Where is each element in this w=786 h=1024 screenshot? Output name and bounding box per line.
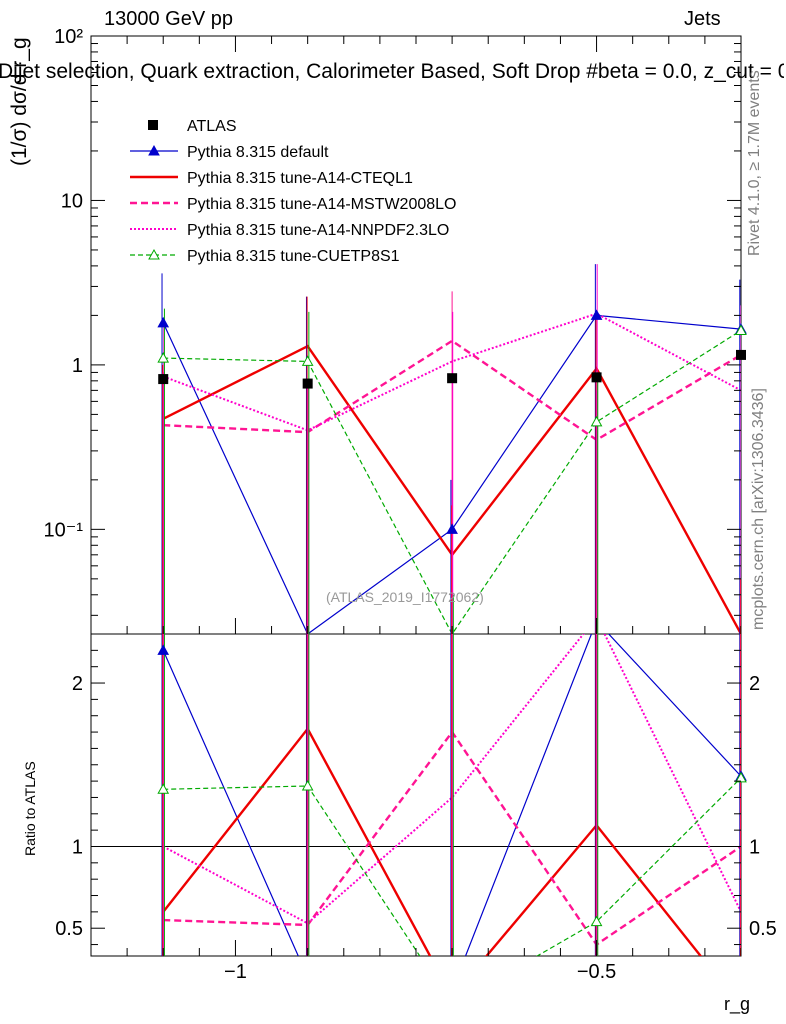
ratio-tick-label-right: 1: [749, 836, 760, 858]
energy-label: 13000 GeV pp: [104, 8, 233, 30]
data-point: [302, 378, 313, 389]
series-marker: [590, 415, 603, 427]
process-label: Jets: [684, 8, 721, 30]
series-line-1: [162, 344, 741, 634]
ratio-axis-label: Ratio to ATLAS: [22, 761, 38, 856]
ratio-panel-frame: [90, 633, 742, 957]
legend-label-4: Pythia 8.315 tune-CUETP8S1: [187, 248, 400, 265]
ratio-line-0: [162, 634, 741, 956]
data-point: [158, 374, 169, 385]
ratio-marker: [301, 779, 314, 791]
ratio-tick-label: 2: [72, 673, 83, 695]
legend-data-marker: [148, 120, 158, 130]
series-marker: [735, 324, 747, 335]
series-marker: [157, 316, 170, 328]
series-lines: [162, 312, 741, 956]
ratio-tick-label: 1: [72, 836, 83, 858]
series-line-2: [163, 339, 741, 442]
x-tick-label: −0.5: [577, 961, 616, 983]
series-marker: [590, 309, 603, 320]
legend-label-0: Pythia 8.315 default: [187, 144, 329, 161]
legend-data-label: ATLAS: [187, 118, 237, 135]
ratio-marker: [157, 783, 170, 794]
series-line-3: [162, 312, 741, 432]
ratio-marker: [157, 644, 170, 655]
main-series-group: [162, 312, 741, 634]
ratio-tick-label-right: 0.5: [749, 918, 777, 940]
series-line-4: [163, 329, 741, 634]
error-bars: [161, 264, 741, 956]
legend: ATLAS Pythia 8.315 default Pythia 8.315 tu…: [130, 118, 456, 265]
y-tick-label: 10⁻¹: [44, 519, 84, 541]
ratio-marker: [735, 771, 747, 783]
data-point: [591, 372, 602, 383]
ratio-line-3: [162, 634, 741, 925]
legend-marker-0: [148, 144, 160, 156]
y-axis-label: (1/σ) dσ/d r_g: [8, 37, 31, 166]
axis-ticks: 10⁻¹ 1 10 10² 0.5 0.5 1 1 2 2 −1 −0.5: [44, 26, 777, 983]
y-tick-label: 1: [72, 355, 83, 377]
legend-label-3: Pythia 8.315 tune-A14-NNPDF2.3LO: [187, 222, 449, 239]
series-marker: [446, 523, 458, 534]
data-point: [736, 349, 746, 360]
series-marker: [157, 352, 170, 363]
ratio-marker: [590, 915, 603, 927]
watermark: (ATLAS_2019_I1772062): [326, 589, 484, 605]
legend-label-2: Pythia 8.315 tune-A14-MSTW2008LO: [187, 196, 456, 213]
ratio-line-1: [162, 726, 703, 956]
ratio-tick-label: 0.5: [55, 918, 83, 940]
ratio-line-4: [163, 777, 741, 956]
y-tick-label: 10²: [54, 26, 83, 48]
legend-label-1: Pythia 8.315 tune-A14-CTEQL1: [187, 170, 413, 187]
ratio-tick-label-right: 2: [749, 673, 760, 695]
markers: [157, 309, 747, 927]
legend-marker-4: [148, 248, 160, 260]
x-axis-label: r_g: [724, 994, 751, 1014]
ratio-error-group: [161, 634, 741, 956]
ratio-series-group: [162, 634, 741, 956]
data-point: [447, 373, 458, 384]
series-marker: [301, 355, 314, 366]
rivet-version-label: Rivet 4.1.0, ≥ 1.7M events: [746, 70, 763, 256]
main-error-group: [161, 264, 741, 634]
plot-title: Dijet selection, Quark extraction, Calor…: [0, 60, 784, 83]
series-line-0: [162, 314, 741, 634]
mcplots-label: mcplots.cern.ch [arXiv:1306.3436]: [750, 388, 767, 630]
x-tick-label: −1: [224, 961, 247, 983]
y-tick-label: 10: [61, 190, 83, 212]
